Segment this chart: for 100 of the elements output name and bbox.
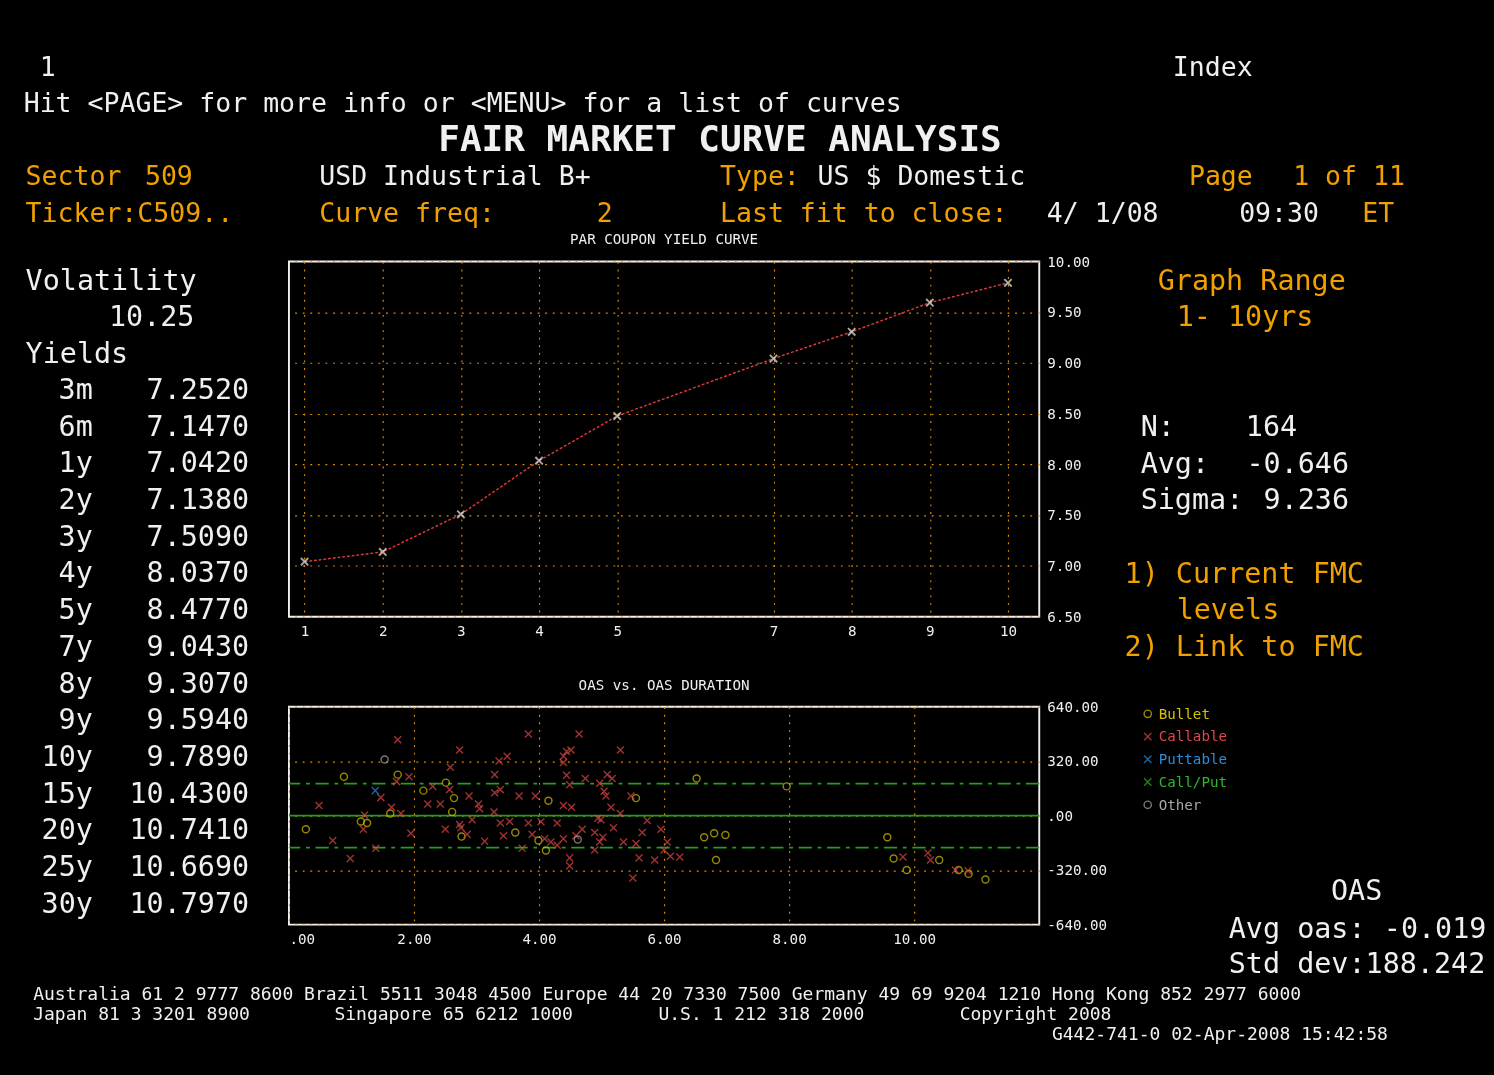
legend-label: Bullet (1158, 705, 1210, 722)
text: 15y (41, 776, 93, 810)
point (541, 846, 551, 855)
text: ET (1362, 196, 1395, 228)
text: 8.4770 (146, 593, 250, 627)
text: 9.7890 (146, 739, 250, 773)
text: -0.646 (1246, 446, 1350, 480)
text: Graph Range (1157, 263, 1346, 297)
point (362, 818, 372, 828)
point (889, 854, 898, 863)
legend-label: Other (1158, 796, 1202, 813)
point (511, 828, 520, 837)
text: Type: (720, 159, 800, 191)
text: -0.019 (1383, 911, 1487, 945)
y-tick-label: 9.00 (1047, 355, 1082, 372)
point (981, 875, 990, 884)
text: Japan 81 3 3201 8900 (33, 1003, 250, 1025)
point (782, 782, 791, 791)
chart-title: PAR COUPON YIELD CURVE (570, 231, 759, 248)
text: USD Industrial B+ (319, 159, 591, 191)
x-tick-label: 10 (999, 623, 1018, 640)
text: Page (1188, 159, 1253, 191)
point (534, 836, 543, 845)
y-tick-label: 9.50 (1047, 304, 1082, 321)
point (380, 755, 389, 764)
text: Singapore 65 6212 1000 (334, 1003, 573, 1025)
point (711, 855, 721, 865)
text: Sigma: (1140, 482, 1244, 516)
point (692, 774, 701, 783)
text: 10.7410 (129, 813, 250, 847)
text: 25y (41, 850, 93, 884)
text: N: (1140, 409, 1175, 443)
point (441, 778, 451, 787)
text: 8.0370 (146, 556, 250, 590)
text: Hit <PAGE> for more info or <MENU> for a list of curves (23, 86, 902, 118)
text: 9.3070 (146, 666, 250, 700)
text: 164 (1245, 409, 1298, 443)
point (419, 786, 428, 795)
y-tick-label: 8.50 (1047, 405, 1082, 422)
point (371, 786, 380, 795)
point (339, 772, 349, 782)
y-tick-label: 7.00 (1047, 558, 1082, 575)
point (699, 833, 709, 842)
text: 09:30 (1239, 196, 1319, 228)
x-tick-label: 4 (535, 623, 544, 640)
x-tick-label: .00 (289, 931, 316, 948)
point (356, 817, 366, 826)
text: Avg oas: (1228, 911, 1366, 945)
legend-label: Callable (1158, 728, 1228, 745)
point (386, 809, 395, 818)
text: 5y (58, 593, 93, 627)
text: 6m (58, 409, 93, 443)
text: 7.1470 (146, 409, 250, 443)
text: Curve freq: (319, 196, 495, 228)
text: 10.7970 (129, 886, 250, 920)
legend-label: Call/Put (1158, 773, 1228, 790)
text: 7.0420 (146, 446, 250, 480)
x-tick-label: 5 (613, 623, 622, 640)
text: 4y (58, 556, 93, 590)
point (883, 833, 892, 842)
x-tick-label: 7 (769, 623, 779, 640)
x-tick-label: 2 (378, 623, 388, 640)
point (573, 835, 583, 844)
x-tick-label: 8.00 (772, 931, 807, 948)
text: Last fit to close: (720, 196, 1008, 228)
text: 30y (41, 886, 93, 920)
x-tick-label: 4.00 (522, 931, 557, 948)
point (721, 830, 730, 840)
text: Volatility (25, 263, 197, 297)
text: 1- 10yrs (1176, 299, 1314, 333)
text: 20y (41, 813, 93, 847)
point (447, 807, 457, 817)
point (544, 796, 553, 805)
text: 1 of 11 (1293, 159, 1405, 191)
text: 7.2520 (146, 372, 250, 406)
text: 10.6690 (129, 850, 250, 884)
text: US $ Domestic (817, 159, 1026, 191)
text: 9.236 (1263, 482, 1350, 516)
point (709, 828, 719, 838)
text: Index (1172, 50, 1253, 82)
text: 7y (58, 629, 93, 663)
y-tick-label: 320.00 (1047, 753, 1099, 770)
point (457, 832, 466, 841)
legend-label: Puttable (1158, 751, 1228, 768)
chart-title: OAS vs. OAS DURATION (578, 676, 750, 693)
x-tick-label: 2.00 (397, 931, 432, 948)
text: 2) Link to FMC (1124, 629, 1364, 663)
y-tick-label: 8.00 (1047, 456, 1082, 473)
text: Australia 61 2 9777 8600 Brazil 5511 3048 4500 Europe 44 20 7330 7500 Germany 49 69 9204 1210 Hong Kong 852 2977 6000 (33, 983, 1302, 1005)
point (631, 793, 641, 803)
text: 2 (596, 196, 613, 228)
x-tick-label: 10.00 (893, 931, 937, 948)
text: 1y (58, 446, 93, 480)
y-tick-label: 7.50 (1047, 507, 1082, 524)
x-tick-label: 6.00 (647, 931, 682, 948)
y-tick-label: 6.50 (1047, 608, 1082, 625)
point (393, 770, 402, 779)
text: Avg: (1140, 446, 1210, 480)
point (964, 869, 973, 879)
text: 9.5940 (146, 703, 250, 737)
